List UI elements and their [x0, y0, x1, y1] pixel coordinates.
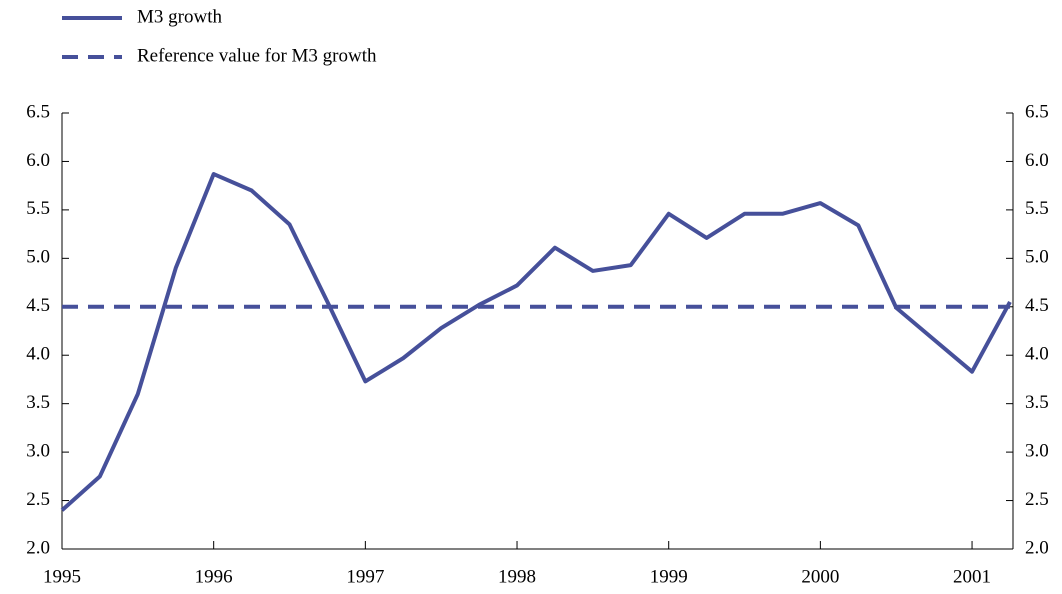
y-tick-label: 2.0	[26, 537, 50, 558]
x-tick-label: 1996	[195, 566, 233, 587]
y2-tick-label: 6.5	[1025, 101, 1049, 122]
y2-tick-label: 2.5	[1025, 489, 1049, 510]
x-tick-label: 2001	[953, 566, 991, 587]
y2-tick-label: 2.0	[1025, 537, 1049, 558]
legend-label: M3 growth	[137, 6, 222, 27]
y2-tick-label: 6.0	[1025, 150, 1049, 171]
y-tick-label: 6.5	[26, 101, 50, 122]
y2-tick-label: 5.5	[1025, 198, 1049, 219]
x-tick-label: 1998	[498, 566, 536, 587]
y-tick-label: 2.5	[26, 489, 50, 510]
y2-tick-label: 5.0	[1025, 247, 1049, 268]
y-tick-label: 5.5	[26, 198, 50, 219]
y2-tick-label: 3.5	[1025, 392, 1049, 413]
x-tick-label: 1995	[43, 566, 81, 587]
data-line	[60, 172, 1012, 512]
y-tick-label: 5.0	[26, 247, 50, 268]
y-tick-label: 4.5	[26, 295, 50, 316]
y-tick-label: 6.0	[26, 150, 50, 171]
legend-label: Reference value for M3 growth	[137, 45, 377, 66]
y2-tick-label: 4.0	[1025, 344, 1049, 365]
y-tick-label: 3.5	[26, 392, 50, 413]
y2-tick-label: 3.0	[1025, 440, 1049, 461]
y2-tick-label: 4.5	[1025, 295, 1049, 316]
x-tick-label: 1999	[650, 566, 688, 587]
y-tick-label: 3.0	[26, 440, 50, 461]
x-tick-label: 2000	[801, 566, 839, 587]
y-tick-label: 4.0	[26, 344, 50, 365]
x-tick-label: 1997	[346, 566, 384, 587]
